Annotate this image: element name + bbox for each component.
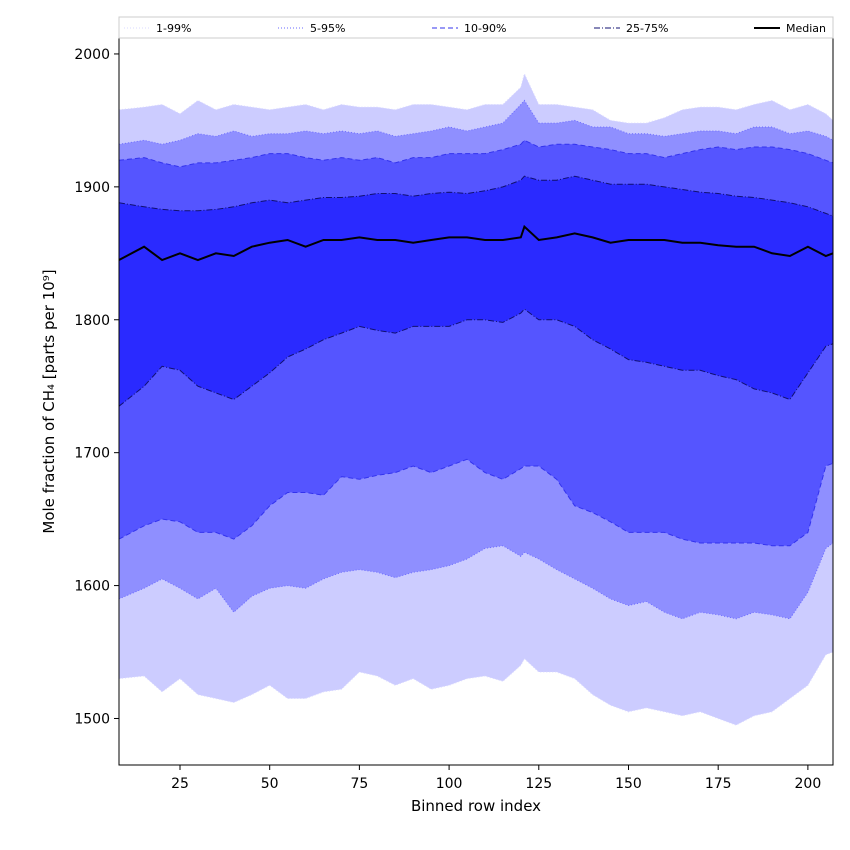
band-25-75% — [119, 176, 833, 407]
legend: 1-99% 5-95% 10-90% 25-75% Median — [118, 16, 834, 39]
band-edge-p5 — [119, 542, 833, 620]
y-tick-label: 1500 — [74, 711, 110, 727]
legend-box — [118, 16, 834, 39]
y-tick-label: 1800 — [74, 313, 110, 329]
x-tick-label: 75 — [350, 776, 368, 792]
legend-label: 10-90% — [464, 22, 506, 35]
x-tick-label: 25 — [171, 776, 189, 792]
x-axis-label: Binned row index — [411, 797, 541, 815]
x-tick-label: 175 — [705, 776, 732, 792]
x-tick-label: 125 — [525, 776, 552, 792]
x-axis-ticks: 25 50 75 100 125 150 175 200 — [171, 765, 821, 792]
y-tick-label: 1600 — [74, 579, 110, 595]
legend-label: Median — [786, 22, 826, 35]
y-tick-label: 1900 — [74, 180, 110, 196]
x-tick-label: 100 — [436, 776, 463, 792]
median-line — [119, 224, 833, 262]
band-edge-p25 — [119, 308, 833, 407]
band-edge-p1 — [119, 651, 833, 726]
band-edge-p75 — [119, 175, 833, 217]
x-tick-label: 200 — [795, 776, 822, 792]
x-tick-label: 50 — [261, 776, 279, 792]
x-tick-label: 150 — [615, 776, 642, 792]
band-edge-p10 — [119, 458, 833, 547]
y-axis-ticks: 1500 1600 1700 1800 1900 2000 — [74, 47, 119, 727]
plot-area — [119, 72, 833, 726]
legend-label: 25-75% — [626, 22, 668, 35]
legend-label: 5-95% — [310, 22, 345, 35]
y-tick-label: 2000 — [74, 47, 110, 63]
y-axis-label: Mole fraction of CH₄ [parts per 10⁹] — [40, 269, 58, 533]
band-edge-p90 — [119, 139, 833, 168]
y-tick-label: 1700 — [74, 446, 110, 462]
legend-label: 1-99% — [156, 22, 191, 35]
